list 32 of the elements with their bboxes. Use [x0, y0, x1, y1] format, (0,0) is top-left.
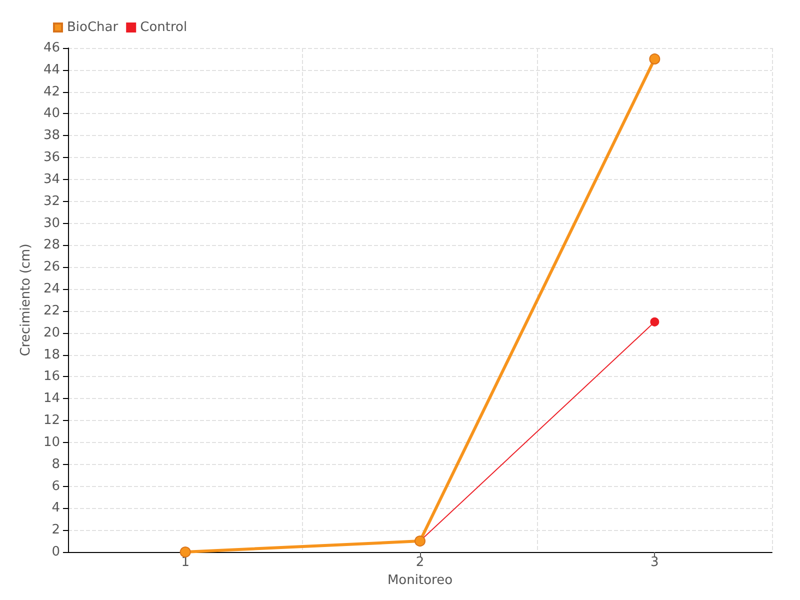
- y-axis-title: Crecimiento (cm): [18, 244, 34, 356]
- y-tick-label: 14: [43, 391, 60, 406]
- y-tick-label: 2: [52, 522, 60, 538]
- legend-label: Control: [140, 20, 188, 35]
- y-tick-label: 16: [43, 369, 60, 384]
- y-tick-label: 34: [43, 172, 60, 187]
- y-tick-label: 24: [43, 282, 60, 297]
- point: [649, 53, 660, 64]
- x-tick-label: 2: [416, 555, 424, 570]
- y-tick-label: 30: [43, 216, 60, 231]
- y-tick-label: 0: [52, 544, 60, 560]
- y-tick-label: 36: [43, 150, 60, 166]
- y-tick-label: 32: [43, 194, 60, 209]
- y-tick-label: 38: [43, 128, 60, 144]
- y-tick-label: 10: [43, 434, 60, 450]
- x-tick-label: 3: [650, 555, 659, 570]
- y-tick-label: 26: [43, 260, 60, 275]
- y-tick-label: 22: [43, 303, 60, 318]
- y-tick-label: 20: [43, 325, 60, 340]
- y-tick-label: 28: [43, 238, 60, 253]
- y-tick-label: 44: [43, 62, 60, 78]
- y-tick-label: 12: [43, 413, 60, 428]
- y-tick-label: 46: [43, 40, 60, 56]
- point: [650, 317, 660, 326]
- y-tick-label: 6: [52, 478, 60, 494]
- legend-label: BioChar: [67, 20, 119, 35]
- x-axis-title: Monitoreo: [387, 572, 453, 588]
- y-tick-label: 8: [52, 456, 60, 472]
- y-tick-label: 42: [43, 84, 60, 100]
- y-tick-label: 18: [43, 347, 60, 362]
- y-tick-label: 40: [43, 106, 60, 122]
- y-tick-label: 4: [52, 500, 60, 516]
